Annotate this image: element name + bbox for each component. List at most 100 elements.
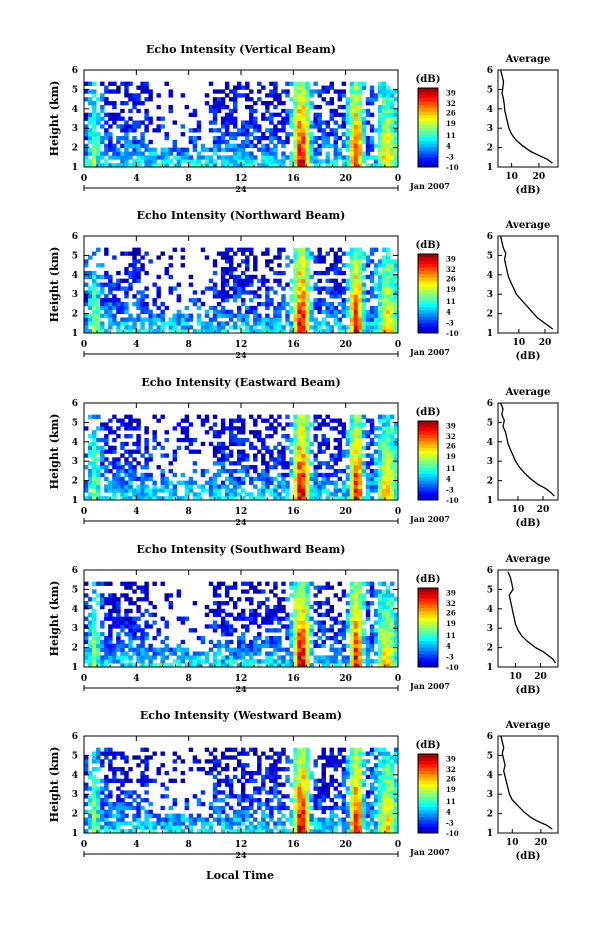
heatmap-cell xyxy=(381,430,387,435)
heatmap-cell xyxy=(389,643,395,648)
heatmap-cell xyxy=(236,655,242,660)
heatmap-cell xyxy=(212,309,218,314)
heatmap-cell xyxy=(285,437,290,443)
heatmap-cell xyxy=(100,801,105,807)
heatmap-cell xyxy=(253,468,258,474)
heatmap-cell xyxy=(124,89,129,94)
heatmap-cell xyxy=(305,313,310,318)
heatmap-cell xyxy=(273,426,278,431)
heatmap-cell xyxy=(224,585,230,590)
heatmap-cell xyxy=(269,101,274,106)
heatmap-cell xyxy=(293,259,298,264)
heatmap-cell xyxy=(341,325,347,330)
heatmap-cell xyxy=(144,492,149,497)
heatmap-cell xyxy=(128,449,133,454)
heatmap-cell xyxy=(212,294,218,299)
heatmap-cell xyxy=(317,492,322,497)
heatmap-cell xyxy=(277,643,282,648)
heatmap-cell xyxy=(144,124,149,129)
heatmap-cell xyxy=(120,116,125,121)
heatmap-cell xyxy=(361,317,367,322)
heatmap-cell xyxy=(257,589,262,594)
heatmap-cell xyxy=(353,465,359,470)
heatmap-cell xyxy=(377,441,383,447)
heatmap-cell xyxy=(100,763,105,768)
heatmap-cell xyxy=(301,147,306,152)
heatmap-cell xyxy=(172,449,177,454)
heatmap-cell xyxy=(236,813,242,818)
heatmap-cell xyxy=(265,247,270,252)
heatmap-cell xyxy=(212,472,218,478)
heatmap-cell xyxy=(389,301,395,307)
heatmap-cell xyxy=(120,101,125,106)
heatmap-cell xyxy=(148,259,153,264)
heatmap-cell xyxy=(329,457,334,462)
heatmap-cell xyxy=(285,635,290,641)
heatmap-cell xyxy=(180,321,186,326)
heatmap-cell xyxy=(200,829,206,834)
heatmap-cell xyxy=(136,247,141,252)
heatmap-cell xyxy=(357,89,363,94)
heatmap-cell xyxy=(160,480,165,485)
heatmap-cell xyxy=(136,85,141,90)
heatmap-cell xyxy=(128,461,133,466)
heatmap-cell xyxy=(96,476,101,481)
heatmap-cell xyxy=(156,496,161,501)
heatmap-cell xyxy=(253,116,258,121)
heatmap-cell xyxy=(357,270,363,276)
heatmap-cell xyxy=(144,647,149,652)
date-day-label: 24 xyxy=(235,517,247,527)
heatmap-cell xyxy=(84,601,89,606)
heatmap-cell xyxy=(377,143,383,148)
heatmap-cell xyxy=(337,282,343,287)
heatmap-cell xyxy=(373,282,379,287)
heatmap-cell xyxy=(293,274,298,280)
heatmap-cell xyxy=(224,632,230,637)
heatmap-cell xyxy=(84,635,89,641)
heatmap-cell xyxy=(232,747,238,752)
heatmap-cell xyxy=(365,663,371,668)
heatmap-cell xyxy=(180,93,186,98)
heatmap-cell xyxy=(325,441,330,447)
heatmap-cell xyxy=(301,449,306,454)
heatmap-cell xyxy=(349,624,355,629)
heatmap-cell xyxy=(389,128,395,133)
heatmap-cell xyxy=(261,135,266,141)
heatmap-cell xyxy=(228,163,234,168)
heatmap-cell xyxy=(152,496,157,501)
heatmap-cell xyxy=(84,290,89,295)
colorbar-segment xyxy=(418,493,438,498)
heatmap-cell xyxy=(349,159,355,164)
heatmap-cell xyxy=(289,663,294,668)
heatmap-cell xyxy=(88,112,93,117)
heatmap-cell xyxy=(297,116,302,121)
heatmap-cell xyxy=(108,286,113,291)
heatmap-cell xyxy=(301,286,306,291)
heatmap-cell xyxy=(200,635,206,641)
heatmap-cell xyxy=(301,484,306,489)
heatmap-cell xyxy=(341,139,347,145)
heatmap-cell xyxy=(365,155,371,160)
heatmap-cell xyxy=(365,112,371,117)
heatmap-cell xyxy=(140,85,145,90)
heatmap-cell xyxy=(365,434,371,439)
heatmap-cell xyxy=(377,643,383,648)
heatmap-cell xyxy=(92,457,97,462)
heatmap-cell xyxy=(108,124,113,129)
heatmap-cell xyxy=(136,659,141,664)
heatmap-cell xyxy=(168,480,173,485)
heatmap-cell xyxy=(277,453,282,458)
heatmap-cell xyxy=(160,659,165,664)
heatmap-cell xyxy=(345,620,351,625)
heatmap-cell xyxy=(208,155,214,160)
colorbar-segment xyxy=(418,270,438,275)
heatmap-cell xyxy=(317,624,322,629)
heatmap-cell xyxy=(313,104,318,110)
heatmap-cell xyxy=(92,313,97,318)
heatmap-cell xyxy=(357,298,363,303)
heatmap-cell xyxy=(120,159,125,164)
heatmap-cell xyxy=(168,461,173,466)
heatmap-cell xyxy=(96,120,101,125)
heatmap-cell xyxy=(192,821,198,826)
heatmap-cell xyxy=(92,305,97,311)
